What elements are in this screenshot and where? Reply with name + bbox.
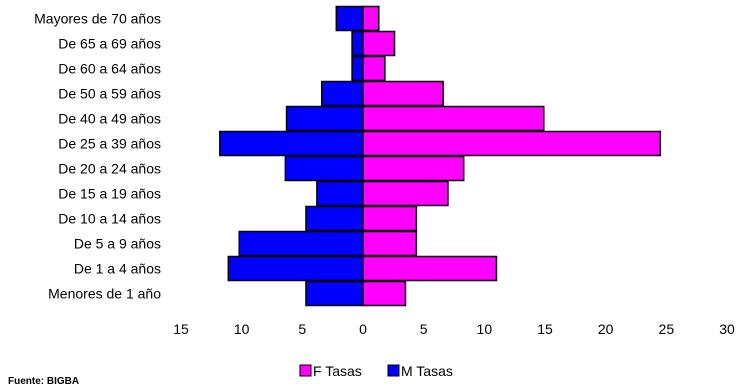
x-tick-label-4: 5 (420, 321, 428, 337)
bar-f-9 (362, 230, 418, 257)
bar-m-6 (284, 155, 364, 182)
category-label-5: De 25 a 39 años (58, 136, 161, 152)
bar-f-5 (362, 130, 662, 157)
x-tick-label-6: 15 (537, 321, 553, 337)
bar-f-8 (362, 205, 418, 232)
bar-m-7 (316, 180, 364, 207)
category-label-6: De 20 a 24 años (58, 161, 161, 177)
legend-label-1: M Tasas (401, 363, 453, 379)
bar-f-0 (362, 5, 380, 32)
legend-label-0: F Tasas (313, 363, 362, 379)
category-label-4: De 40 a 49 años (58, 111, 161, 127)
category-labels: Mayores de 70 años De 65 a 69 años De 60 a… (34, 11, 161, 302)
x-tick-label-8: 25 (659, 321, 675, 337)
category-label-9: De 5 a 9 años (74, 236, 161, 252)
category-label-1: De 65 a 69 años (58, 36, 161, 52)
legend-swatch-1 (387, 364, 400, 377)
bar-f-11 (362, 280, 407, 307)
x-tick-label-0: 15 (173, 321, 189, 337)
category-label-3: De 50 a 59 años (58, 86, 161, 102)
bar-m-0 (335, 5, 364, 32)
legend-swatch-0 (299, 364, 312, 377)
bar-f-3 (362, 80, 444, 107)
x-tick-label-7: 20 (598, 321, 614, 337)
legend: F Tasas M Tasas (299, 363, 453, 379)
bar-m-5 (219, 130, 364, 157)
bar-f-2 (362, 55, 386, 82)
bar-f-4 (362, 105, 545, 132)
bar-m-10 (227, 255, 364, 282)
category-label-2: De 60 a 64 años (58, 61, 161, 77)
bar-f-7 (362, 180, 449, 207)
category-label-8: De 10 a 14 años (58, 211, 161, 227)
bar-m-11 (305, 280, 364, 307)
category-label-10: De 1 a 4 años (74, 261, 161, 277)
bar-f-6 (362, 155, 465, 182)
bar-f-10 (362, 255, 498, 282)
x-tick-label-2: 5 (298, 321, 306, 337)
x-tick-label-5: 10 (477, 321, 493, 337)
category-label-7: De 15 a 19 años (58, 186, 161, 202)
bar-m-8 (305, 205, 364, 232)
bar-m-2 (351, 55, 364, 82)
bar-m-4 (285, 105, 364, 132)
bar-m-1 (351, 30, 364, 57)
bar-m-3 (320, 80, 364, 107)
axis-layer: 15 10 5 0 5 10 15 20 25 30 (173, 6, 735, 337)
bar-f-1 (362, 30, 396, 57)
x-tick-label-1: 10 (234, 321, 250, 337)
x-tick-label-9: 30 (719, 321, 735, 337)
category-label-11: Menores de 1 año (48, 286, 161, 302)
bar-m-9 (238, 230, 364, 257)
category-label-0: Mayores de 70 años (34, 11, 161, 27)
x-tick-label-3: 0 (359, 321, 367, 337)
bars-layer (219, 5, 662, 307)
source-note: Fuente: BIGBA (8, 376, 79, 387)
